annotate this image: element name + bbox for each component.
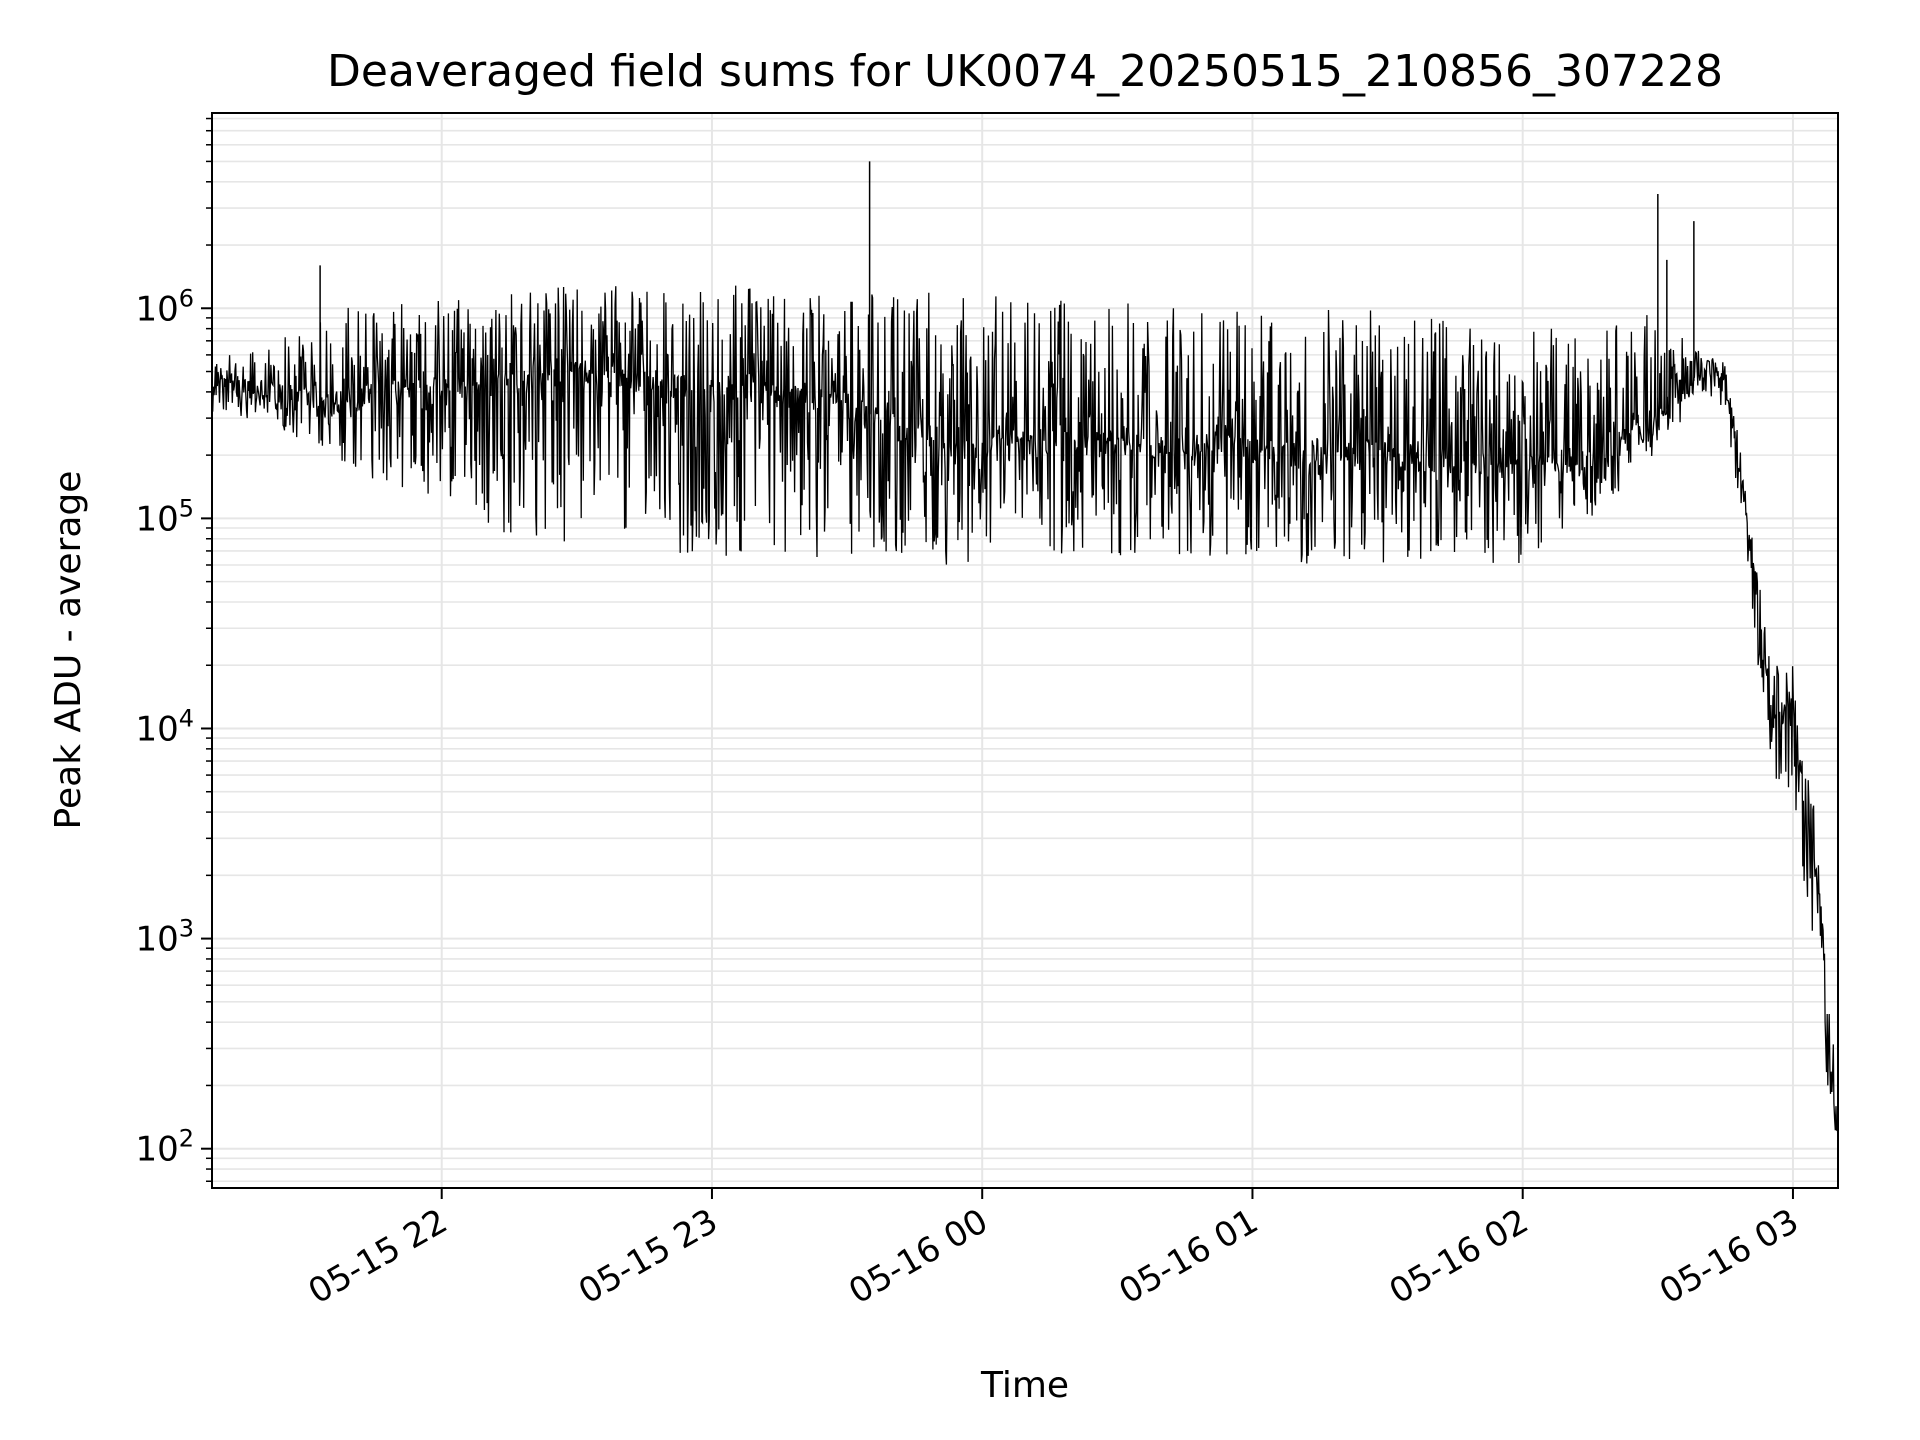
x-tick-label: 05-16 03: [1653, 1201, 1805, 1312]
y-tick-label: 106: [135, 284, 194, 329]
plot-frame: [211, 112, 1839, 1189]
y-tick-label: 104: [135, 704, 194, 749]
x-axis: 05-15 22 05-15 23 05-16 00 05-16 01 05-16 02…: [302, 1188, 1805, 1312]
x-axis-label: Time: [980, 1365, 1069, 1406]
x-tick-label: 05-15 22: [302, 1201, 454, 1312]
y-tick-label: 105: [135, 494, 194, 539]
x-tick-label: 05-16 01: [1113, 1201, 1265, 1312]
chart-title: Deaveraged field sums for UK0074_2025051…: [327, 46, 1723, 97]
y-tick-label: 103: [135, 915, 194, 960]
x-tick-label: 05-15 23: [572, 1201, 724, 1312]
y-tick-label: 102: [135, 1125, 194, 1170]
y-axis: 102 103 104 105 106: [135, 117, 212, 1182]
x-tick-label: 05-16 02: [1383, 1201, 1535, 1312]
x-tick-label: 05-16 00: [842, 1201, 994, 1312]
grid: [212, 113, 1838, 1188]
series-line: [211, 285, 1839, 1141]
y-axis-label: Peak ADU - average: [48, 471, 89, 830]
